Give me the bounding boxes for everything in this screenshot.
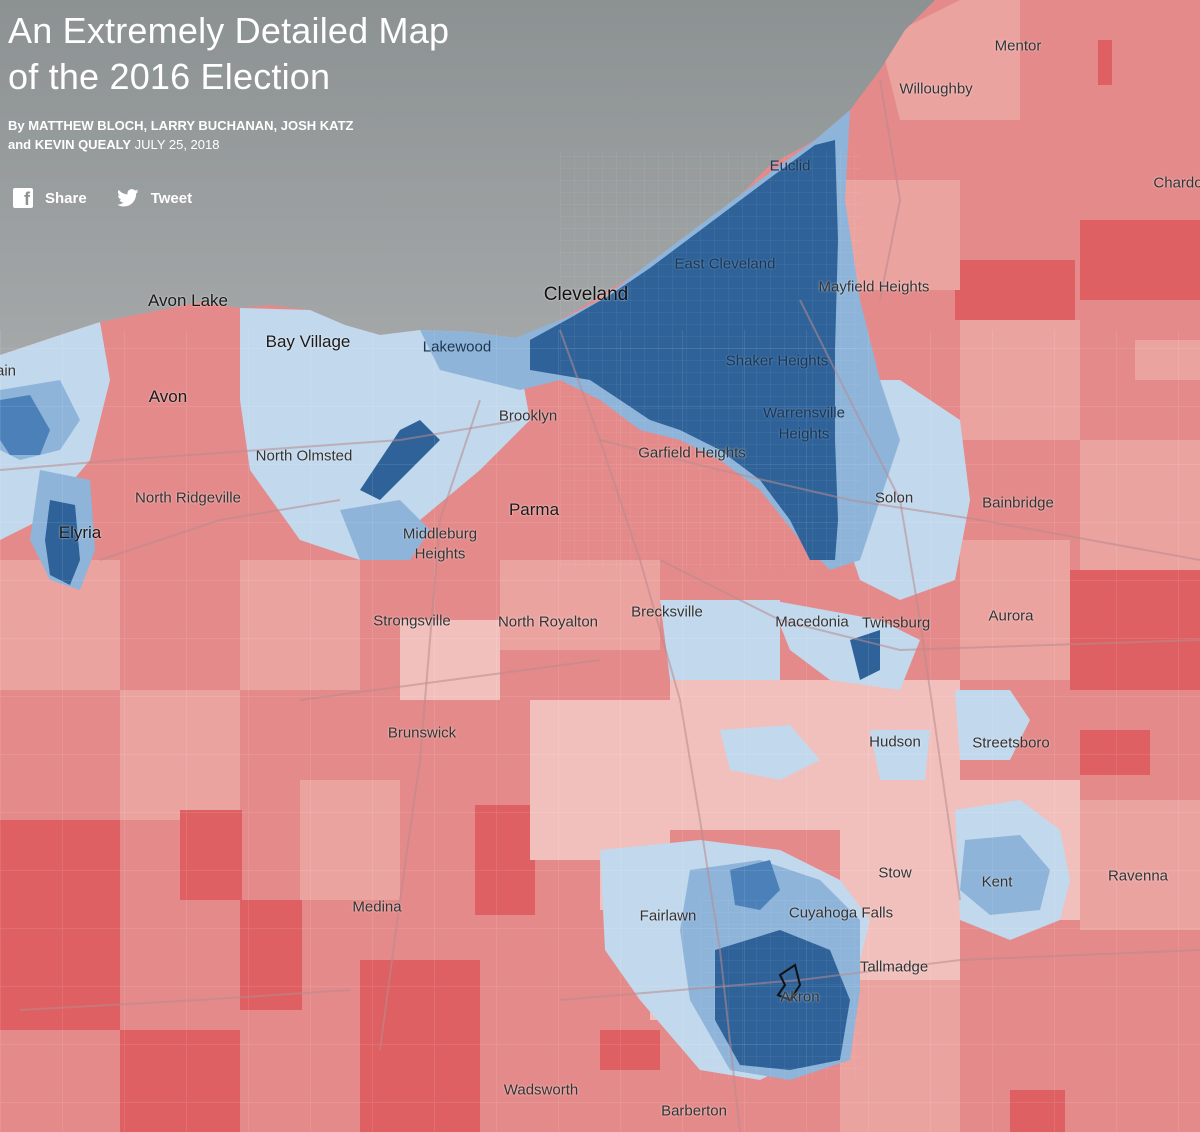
city-label-brunswick[interactable]: Brunswick (387, 724, 457, 742)
city-label-stow[interactable]: Stow (878, 864, 912, 882)
city-label-parma[interactable]: Parma (508, 500, 560, 519)
byline-date: JULY 25, 2018 (134, 137, 220, 152)
city-label-north-ridgeville[interactable]: North Ridgeville (135, 489, 241, 507)
city-label-lakewood[interactable]: Lakewood (422, 338, 492, 356)
city-label-aurora[interactable]: Aurora (988, 607, 1034, 625)
city-label-elyria[interactable]: Elyria (58, 523, 102, 542)
city-label-strongsville[interactable]: Strongsville (373, 612, 451, 630)
byline-authors-2: and KEVIN QUEALY (8, 137, 132, 152)
city-label-warrensville-heights[interactable]: Heights (778, 425, 830, 443)
city-label-barberton[interactable]: Barberton (661, 1102, 727, 1120)
city-label-twinsburg[interactable]: Twinsburg (861, 614, 931, 632)
twitter-icon (116, 189, 139, 207)
facebook-icon (13, 188, 33, 210)
city-label-mayfield-heights[interactable]: Mayfield Heights (818, 278, 930, 296)
city-label-streetsboro[interactable]: Streetsboro (972, 734, 1050, 752)
akron-outline (776, 963, 802, 1002)
city-label-wadsworth[interactable]: Wadsworth (503, 1081, 579, 1099)
city-label-lorain-partial[interactable]: ain (0, 362, 17, 380)
city-label-middleburg[interactable]: Middleburg (402, 525, 478, 543)
city-label-macedonia[interactable]: Macedonia (775, 613, 849, 631)
city-label-avon[interactable]: Avon (148, 387, 188, 406)
city-label-willoughby[interactable]: Willoughby (899, 80, 973, 98)
city-label-avon-lake[interactable]: Avon Lake (147, 291, 229, 310)
facebook-share-button[interactable]: Share (13, 188, 87, 210)
byline: By MATTHEW BLOCH, LARRY BUCHANAN, JOSH K… (8, 116, 353, 154)
highways (0, 79, 1200, 1132)
twitter-share-button[interactable]: Tweet (116, 189, 193, 207)
city-label-warrensville[interactable]: Warrensville (763, 404, 845, 422)
city-label-tallmadge[interactable]: Tallmadge (859, 958, 929, 976)
city-label-medina[interactable]: Medina (352, 898, 402, 916)
city-label-east-cleveland[interactable]: East Cleveland (674, 255, 776, 273)
city-label-cuyahoga-falls[interactable]: Cuyahoga Falls (788, 904, 894, 922)
city-label-euclid[interactable]: Euclid (769, 157, 811, 175)
headline: An Extremely Detailed Map of the 2016 El… (8, 8, 449, 100)
facebook-share-label: Share (45, 189, 87, 207)
city-label-cleveland[interactable]: Cleveland (543, 284, 629, 305)
city-label-brooklyn[interactable]: Brooklyn (498, 407, 558, 425)
lake-erie (0, 0, 935, 355)
byline-authors-1: By MATTHEW BLOCH, LARRY BUCHANAN, JOSH K… (8, 118, 354, 133)
city-label-north-royalton[interactable]: North Royalton (497, 613, 599, 631)
city-label-akron[interactable]: Akron (780, 988, 820, 1006)
city-label-solon[interactable]: Solon (874, 489, 914, 507)
city-label-ravenna[interactable]: Ravenna (1107, 867, 1169, 885)
city-label-mentor[interactable]: Mentor (994, 37, 1042, 55)
city-label-shaker-heights[interactable]: Shaker Heights (725, 352, 829, 370)
city-label-garfield-heights[interactable]: Garfield Heights (638, 444, 746, 462)
twitter-share-label: Tweet (150, 189, 193, 207)
headline-line-2: of the 2016 Election (8, 56, 331, 97)
city-label-fairlawn[interactable]: Fairlawn (639, 907, 697, 925)
headline-line-1: An Extremely Detailed Map (8, 10, 450, 51)
city-label-hudson[interactable]: Hudson (869, 733, 921, 751)
city-label-kent[interactable]: Kent (981, 873, 1013, 891)
city-label-bay-village[interactable]: Bay Village (265, 332, 351, 351)
urban-precinct-grid (560, 150, 860, 570)
city-label-north-olmsted[interactable]: North Olmsted (255, 447, 353, 465)
city-label-bainbridge[interactable]: Bainbridge (982, 494, 1054, 512)
city-label-brecksville[interactable]: Brecksville (631, 603, 703, 621)
city-label-middleburg-heights[interactable]: Heights (414, 545, 466, 563)
city-label-chardon[interactable]: Chardo (1153, 174, 1200, 192)
share-row: Share Tweet (13, 188, 193, 210)
